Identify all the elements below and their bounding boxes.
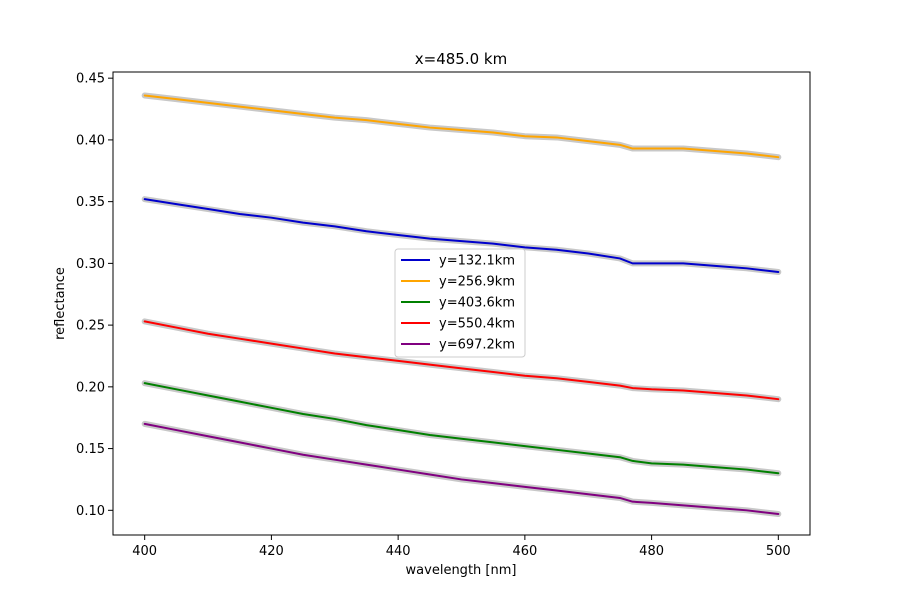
- y-tick-label: 0.35: [76, 195, 105, 210]
- x-tick-label: 420: [259, 544, 284, 559]
- chart-title: x=485.0 km: [415, 50, 507, 68]
- y-tick-label: 0.15: [76, 442, 105, 457]
- series-lines: [143, 94, 780, 516]
- legend: y=132.1km y=256.9km y=403.6km y=550.4km y=69…: [394, 248, 526, 358]
- y-tick-label: 0.25: [76, 319, 105, 334]
- y-tick-label: 0.40: [76, 133, 105, 148]
- x-tick-label: 500: [766, 544, 791, 559]
- legend-label: y=256.9km: [439, 275, 515, 290]
- series-line-3: [143, 382, 780, 475]
- legend-box: [394, 248, 526, 358]
- y-tick-label: 0.20: [76, 380, 105, 395]
- y-tick-label: 0.10: [76, 504, 105, 519]
- y-tick-label: 0.30: [76, 257, 105, 272]
- x-axis-ticks: 400 420 440 460 480 500: [132, 535, 791, 559]
- series-line-2: [143, 94, 780, 159]
- legend-items: y=132.1km y=256.9km y=403.6km y=550.4km y=69…: [401, 254, 515, 353]
- y-axis-ticks: 0.10 0.15 0.20 0.25 0.30 0.35 0.40 0.45: [76, 72, 113, 519]
- series-line-1: [143, 198, 780, 274]
- x-tick-label: 400: [132, 544, 157, 559]
- series-line-4: [143, 320, 780, 401]
- legend-label: y=697.2km: [439, 338, 515, 353]
- uncertainty-band-3: [141, 380, 782, 477]
- x-tick-label: 480: [639, 544, 664, 559]
- legend-label: y=403.6km: [439, 296, 515, 311]
- legend-label: y=550.4km: [439, 317, 515, 332]
- x-tick-label: 460: [512, 544, 537, 559]
- y-tick-label: 0.45: [76, 72, 105, 87]
- x-tick-label: 440: [386, 544, 411, 559]
- series-line-5: [143, 422, 780, 516]
- x-axis-title: wavelength [nm]: [406, 563, 517, 578]
- legend-label: y=132.1km: [439, 254, 515, 269]
- y-axis-title: reflectance: [53, 267, 68, 340]
- plot-area-frame: [112, 71, 811, 536]
